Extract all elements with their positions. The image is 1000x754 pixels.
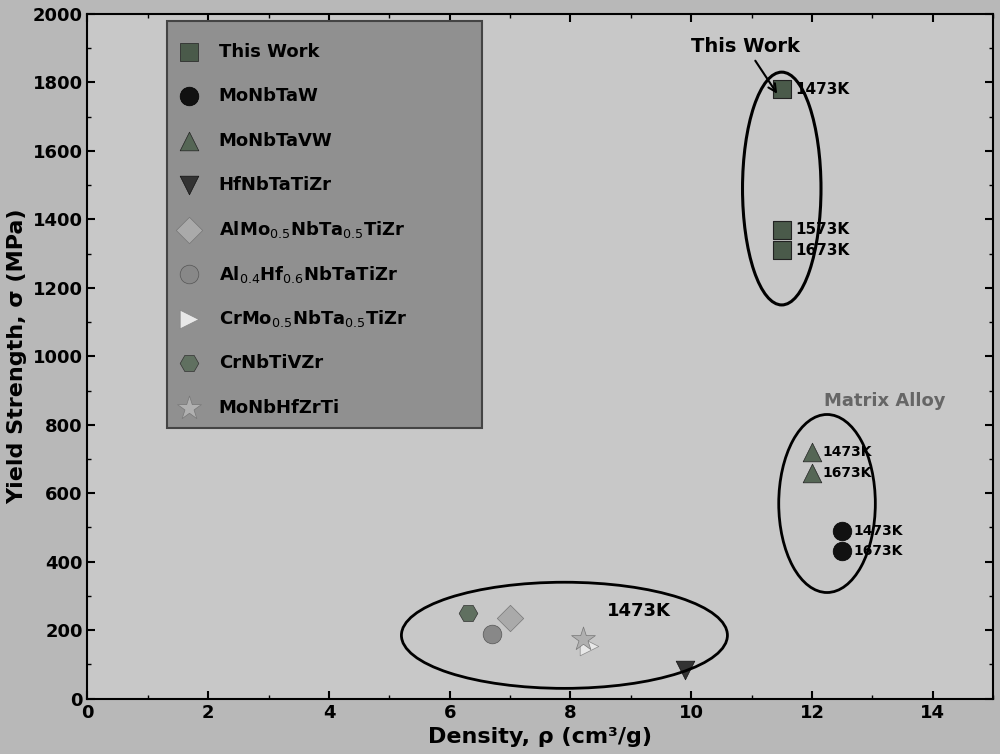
Text: CrNbTiVZr: CrNbTiVZr <box>219 354 323 372</box>
Text: Matrix Alloy: Matrix Alloy <box>824 392 945 409</box>
FancyBboxPatch shape <box>167 21 482 428</box>
Text: MoNbHfZrTi: MoNbHfZrTi <box>219 399 340 417</box>
Text: MoNbTaVW: MoNbTaVW <box>219 132 333 149</box>
Point <box>581 639 597 651</box>
Point <box>181 134 197 146</box>
Point <box>484 627 500 639</box>
Point <box>774 244 790 256</box>
Point <box>181 45 197 57</box>
Text: 1673K: 1673K <box>853 544 902 559</box>
Point <box>834 525 850 537</box>
Point <box>804 467 820 479</box>
Point <box>181 90 197 102</box>
Text: This Work: This Work <box>691 37 800 92</box>
Text: 1673K: 1673K <box>795 243 849 258</box>
X-axis label: Density, ρ (cm³/g): Density, ρ (cm³/g) <box>428 727 652 747</box>
Text: 1473K: 1473K <box>823 445 872 459</box>
Point <box>181 313 197 325</box>
Point <box>677 664 693 676</box>
Point <box>181 357 197 369</box>
Point <box>181 268 197 280</box>
Point <box>502 612 518 624</box>
Point <box>181 224 197 236</box>
Text: 1473K: 1473K <box>607 602 671 621</box>
Point <box>834 545 850 557</box>
Text: AlMo$_{0.5}$NbTa$_{0.5}$TiZr: AlMo$_{0.5}$NbTa$_{0.5}$TiZr <box>219 219 405 240</box>
Point <box>774 83 790 95</box>
Text: 1473K: 1473K <box>795 81 849 97</box>
Text: MoNbTaW: MoNbTaW <box>219 87 319 105</box>
Text: 1473K: 1473K <box>853 524 902 538</box>
Point <box>804 446 820 458</box>
Point <box>774 224 790 236</box>
Text: CrMo$_{0.5}$NbTa$_{0.5}$TiZr: CrMo$_{0.5}$NbTa$_{0.5}$TiZr <box>219 308 407 329</box>
Text: Al$_{0.4}$Hf$_{0.6}$NbTaTiZr: Al$_{0.4}$Hf$_{0.6}$NbTaTiZr <box>219 264 398 284</box>
Y-axis label: Yield Strength, σ (MPa): Yield Strength, σ (MPa) <box>7 209 27 504</box>
Point <box>460 607 476 619</box>
Point <box>575 633 591 645</box>
Text: 1573K: 1573K <box>795 222 849 237</box>
Text: This Work: This Work <box>219 43 319 60</box>
Text: 1673K: 1673K <box>823 466 872 480</box>
Text: HfNbTaTiZr: HfNbTaTiZr <box>219 176 332 194</box>
Point <box>181 402 197 414</box>
Point <box>181 179 197 192</box>
